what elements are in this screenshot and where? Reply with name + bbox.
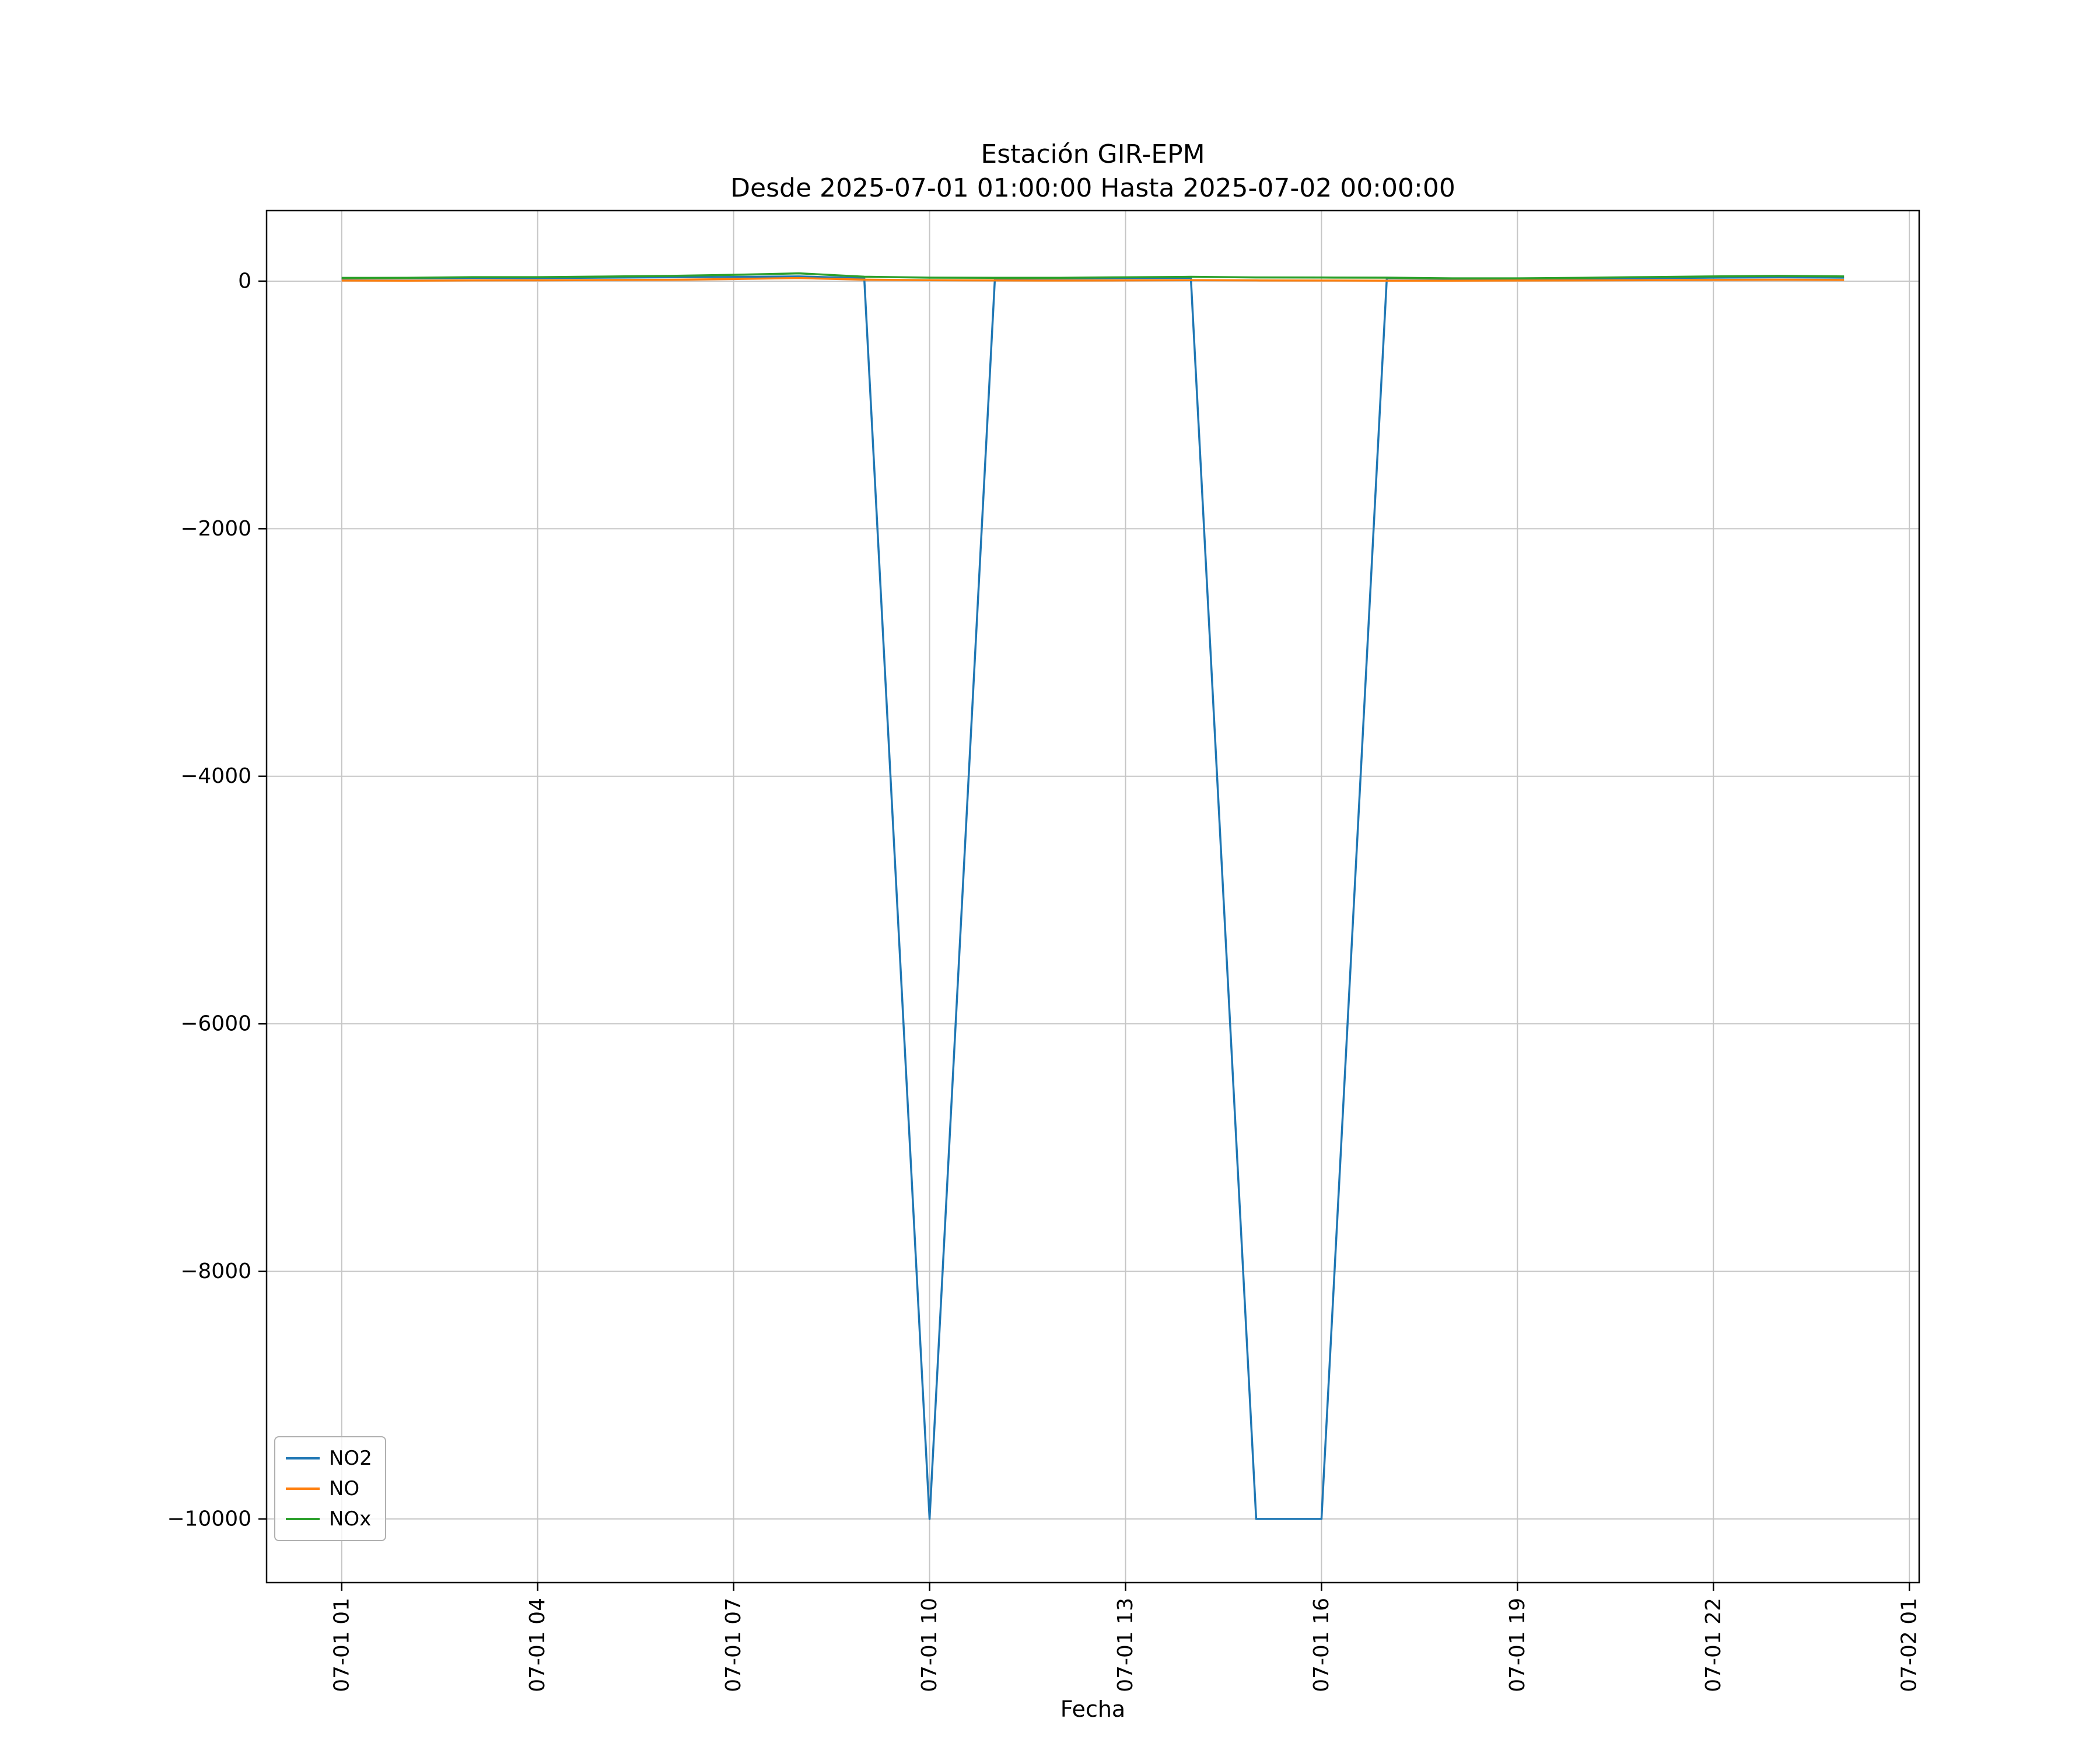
x-tick-label: 07-01 04 <box>526 1598 550 1692</box>
legend: NO2 NO NOx <box>274 1436 386 1541</box>
legend-item-no: NO <box>286 1476 372 1502</box>
y-tick-label: −10000 <box>167 1507 251 1531</box>
x-tick-label: 07-01 07 <box>722 1598 746 1692</box>
x-axis-label: Fecha <box>1060 1696 1126 1722</box>
legend-item-nox: NOx <box>286 1506 372 1532</box>
legend-item-no2: NO2 <box>286 1446 372 1471</box>
y-tick-label: −8000 <box>180 1259 251 1283</box>
chart-title: Estación GIR-EPM <box>981 139 1205 169</box>
y-tick-label: −2000 <box>180 517 251 541</box>
series-line-no2 <box>341 275 1845 1520</box>
x-tick-label: 07-01 22 <box>1702 1598 1726 1692</box>
axes-spines <box>265 209 1920 1584</box>
x-tick-label: 07-01 10 <box>918 1598 942 1692</box>
legend-swatch-no <box>286 1488 320 1490</box>
legend-swatch-no2 <box>286 1457 320 1460</box>
x-tick-label: 07-01 16 <box>1310 1598 1334 1692</box>
x-tick-label: 07-02 01 <box>1898 1598 1922 1692</box>
legend-label-nox: NOx <box>329 1507 372 1531</box>
x-tick-label: 07-01 01 <box>330 1598 354 1692</box>
legend-label-no: NO <box>329 1477 360 1500</box>
series-line-no <box>341 276 1845 282</box>
x-tick-label: 07-01 19 <box>1506 1598 1530 1692</box>
series-line-nox <box>341 272 1845 279</box>
chart-subtitle: Desde 2025-07-01 01:00:00 Hasta 2025-07-… <box>730 173 1455 203</box>
title-block: Estación GIR-EPM Desde 2025-07-01 01:00:… <box>267 138 1919 205</box>
y-tick-label: 0 <box>238 269 251 293</box>
y-tick-label: −4000 <box>180 764 251 788</box>
y-tick-label: −6000 <box>180 1012 251 1036</box>
x-tick-label: 07-01 13 <box>1114 1598 1138 1692</box>
legend-swatch-nox <box>286 1518 320 1520</box>
legend-label-no2: NO2 <box>329 1447 372 1470</box>
